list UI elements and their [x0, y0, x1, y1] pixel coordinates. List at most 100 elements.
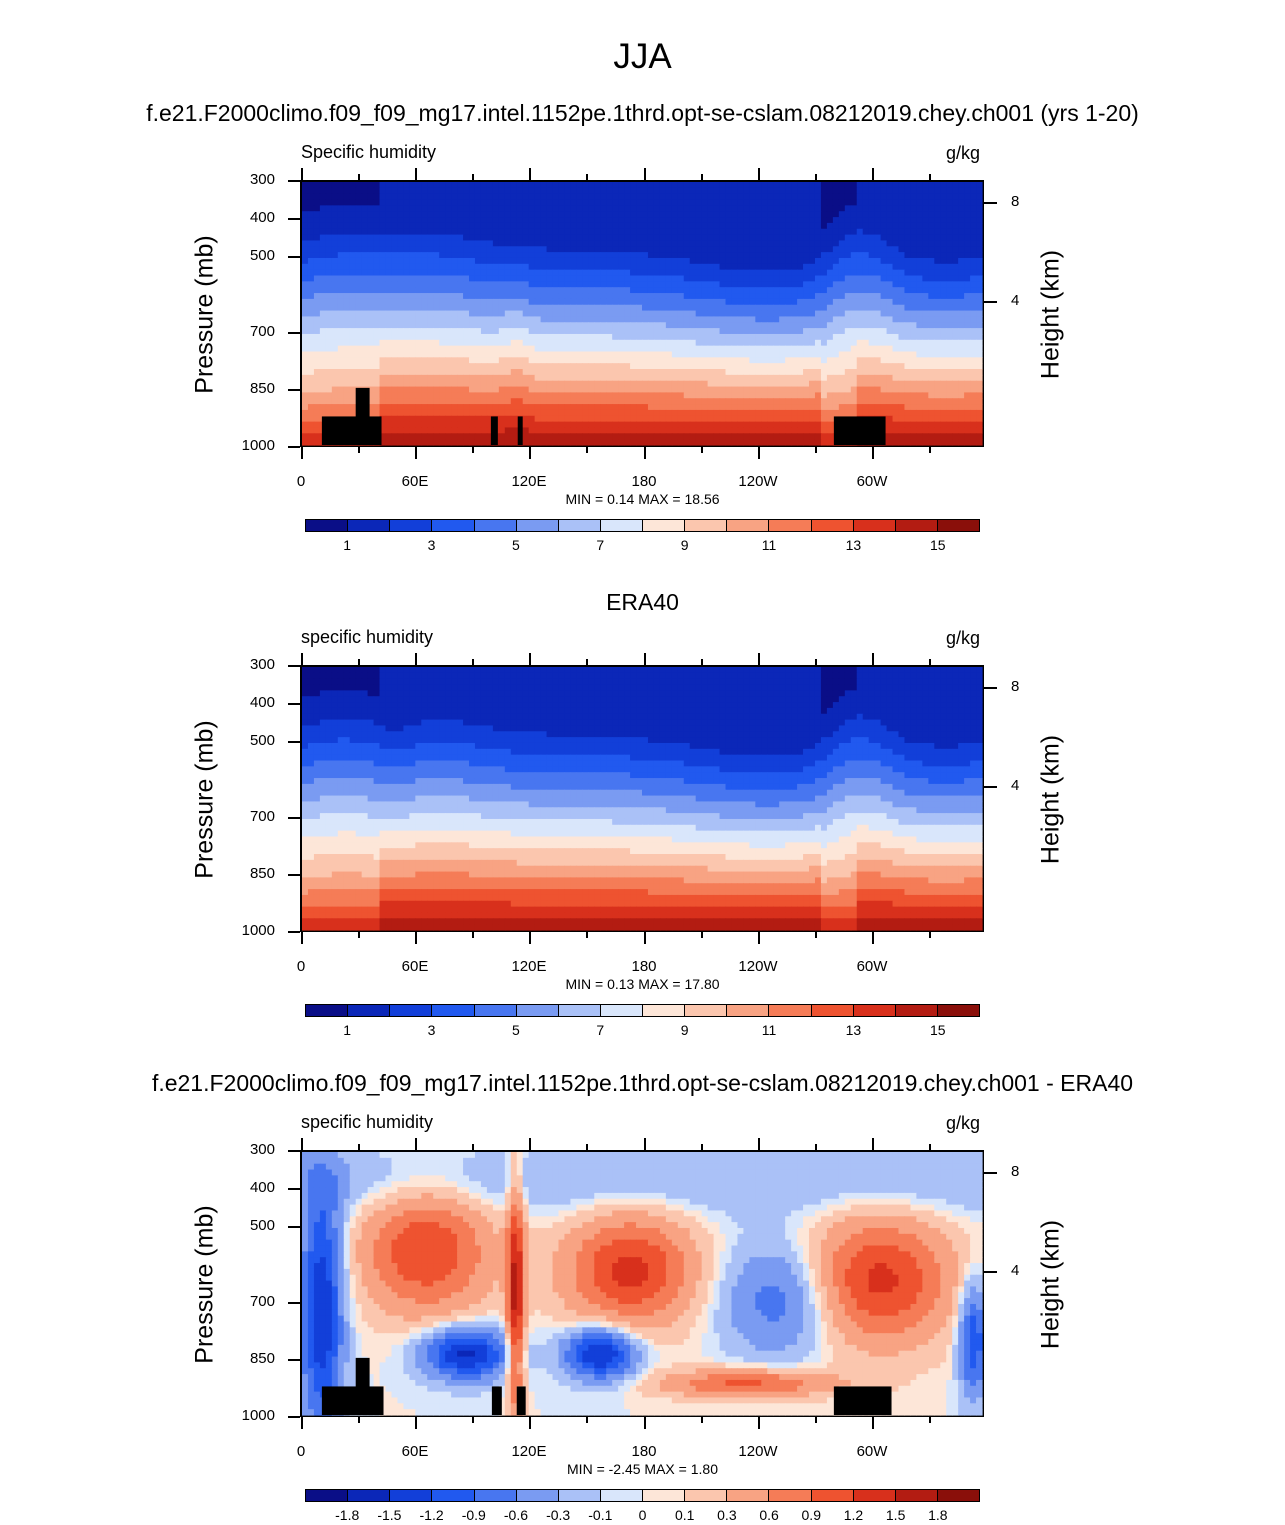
heatmap-cell: [397, 199, 404, 206]
heatmap-cell: [886, 386, 894, 393]
heatmap-cell: [880, 363, 888, 370]
heatmap-cell: [355, 322, 363, 329]
heatmap-cell: [820, 246, 828, 253]
heatmap-cell: [588, 287, 595, 294]
heatmap-cell: [630, 257, 637, 265]
heatmap-cell: [313, 205, 321, 212]
heatmap-cell: [701, 275, 709, 282]
heatmap-cell: [445, 187, 452, 195]
heatmap-cell: [600, 339, 607, 347]
heatmap-cell: [319, 316, 327, 323]
heatmap-cell: [779, 409, 786, 417]
heatmap-cell: [600, 404, 607, 411]
heatmap-cell: [624, 322, 631, 329]
heatmap-cell: [904, 316, 912, 323]
heatmap-cell: [743, 211, 750, 218]
heatmap-cell: [970, 409, 977, 417]
heatmap-cell: [385, 222, 393, 230]
heatmap-cell: [838, 363, 846, 370]
heatmap-cell: [606, 193, 613, 201]
heatmap-cell: [695, 293, 703, 300]
heatmap-cell: [552, 427, 560, 434]
heatmap-cell: [552, 351, 560, 358]
heatmap-cell: [391, 392, 399, 399]
heatmap-cell: [361, 240, 369, 247]
heatmap-cell: [838, 211, 846, 218]
heatmap-cell: [689, 304, 697, 312]
heatmap-cell: [850, 257, 858, 265]
heatmap-cell: [510, 369, 518, 376]
heatmap-cell: [874, 228, 882, 236]
heatmap-cell: [337, 211, 345, 218]
heatmap-cell: [516, 246, 524, 253]
heatmap-cell: [725, 328, 733, 335]
heatmap-cell: [928, 357, 935, 364]
heatmap-cell: [856, 234, 864, 242]
heatmap-cell: [391, 298, 399, 306]
heatmap-cell: [307, 380, 315, 388]
heatmap-cell: [826, 263, 834, 271]
heatmap-cell: [749, 269, 756, 277]
heatmap-cell: [922, 281, 929, 288]
heatmap-cell: [970, 287, 977, 294]
heatmap-cell: [624, 363, 631, 370]
heatmap-cell: [474, 263, 482, 271]
heatmap-cell: [916, 182, 923, 189]
heatmap-cell: [737, 328, 744, 335]
heatmap-cell: [313, 333, 321, 341]
heatmap-cell: [636, 281, 643, 288]
heatmap-cell: [367, 263, 375, 271]
heatmap-cell: [773, 281, 780, 288]
heatmap-cell: [677, 351, 685, 358]
heatmap-cell: [546, 415, 554, 423]
heatmap-cell: [439, 205, 446, 212]
heatmap-cell: [636, 398, 643, 405]
heatmap-cell: [546, 257, 554, 265]
heatmap-cell: [653, 392, 661, 399]
heatmap-cell: [582, 281, 589, 288]
heatmap-cell: [421, 357, 428, 364]
heatmap-cell: [612, 433, 619, 440]
heatmap-cell: [809, 217, 816, 224]
heatmap-cell: [379, 252, 387, 259]
heatmap-cell: [427, 433, 434, 440]
heatmap-cell: [916, 415, 923, 423]
heatmap-cell: [582, 415, 589, 423]
heatmap-cell: [701, 281, 709, 288]
heatmap-cell: [743, 415, 750, 423]
heatmap-cell: [558, 380, 566, 388]
heatmap-cell: [576, 380, 583, 388]
heatmap-cell: [510, 293, 518, 300]
heatmap-cell: [474, 275, 482, 282]
heatmap-cell: [731, 263, 739, 271]
heatmap-cell: [940, 199, 947, 206]
heatmap-cell: [898, 281, 906, 288]
heatmap-cell: [570, 316, 577, 323]
heatmap-cell: [731, 398, 739, 405]
heatmap-cell: [946, 298, 953, 306]
heatmap-cell: [677, 240, 685, 247]
heatmap-cell: [659, 263, 667, 271]
heatmap-cell: [826, 369, 834, 376]
heatmap-cell: [313, 392, 321, 399]
heatmap-cell: [647, 199, 655, 206]
heatmap-cell: [749, 345, 756, 353]
heatmap-cell: [671, 316, 679, 323]
heatmap-cell: [546, 293, 554, 300]
heatmap-cell: [564, 199, 572, 206]
heatmap-cell: [850, 252, 858, 259]
heatmap-cell: [642, 322, 649, 329]
heatmap-cell: [421, 211, 428, 218]
heatmap-cell: [809, 205, 816, 212]
heatmap-cell: [880, 409, 888, 417]
heatmap-cell: [952, 421, 959, 429]
heatmap-cell: [576, 339, 583, 347]
heatmap-cell: [683, 415, 691, 423]
heatmap-cell: [361, 211, 369, 218]
heatmap-cell: [844, 322, 852, 329]
heatmap-cell: [689, 240, 697, 247]
heatmap-cell: [964, 369, 971, 376]
heatmap-cell: [791, 187, 798, 195]
heatmap-cell: [588, 351, 595, 358]
heatmap-cell: [826, 333, 834, 341]
